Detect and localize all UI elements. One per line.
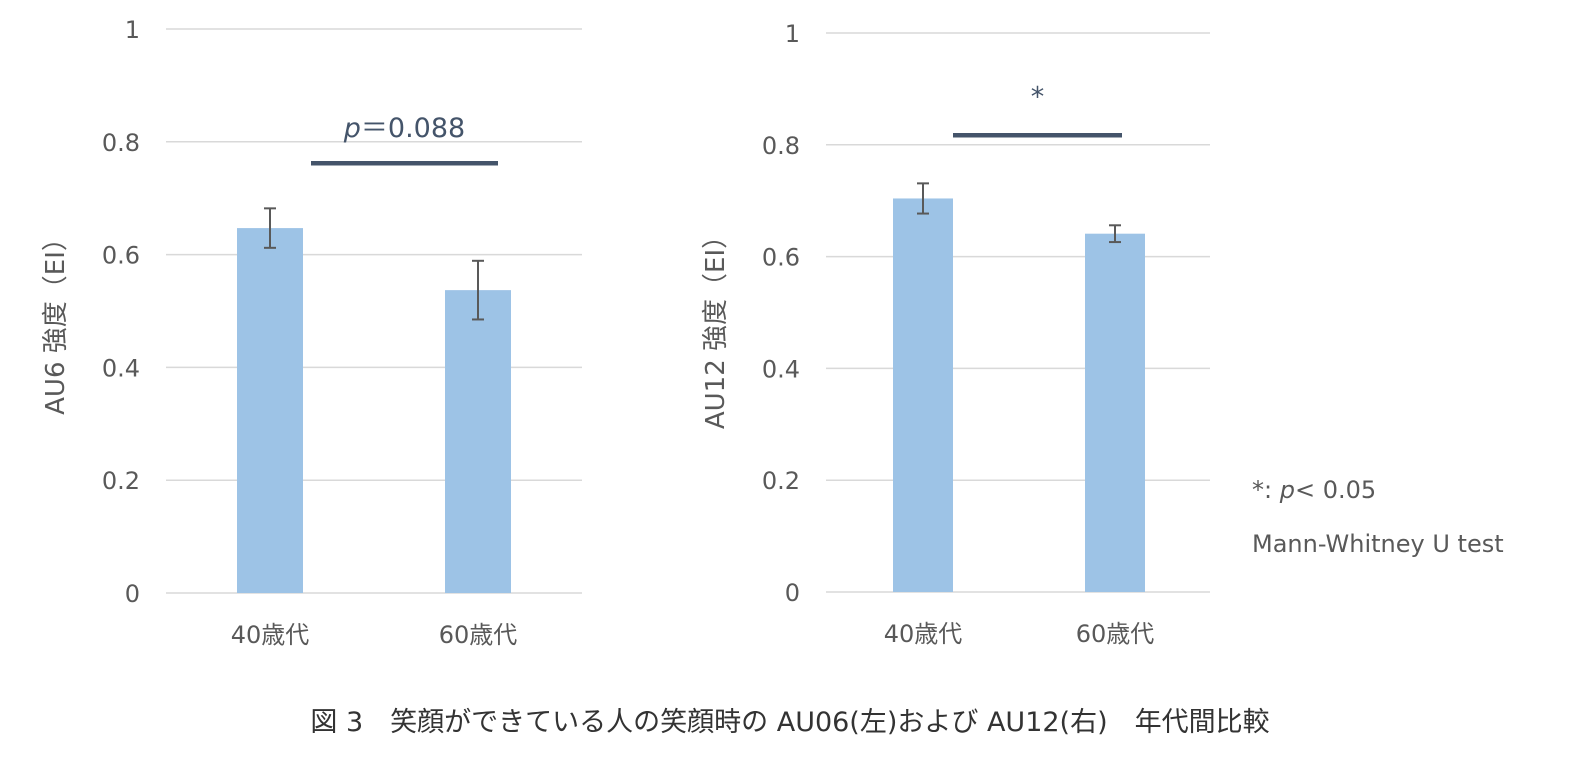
sig-p: p [1279,476,1295,504]
y-axis-label: AU12 強度（EI） [701,223,731,429]
significance-value: * [1031,81,1045,112]
y-tick-label: 0.8 [102,129,140,157]
significance-label: p＝0.088 [343,113,465,144]
x-tick-label: 40歳代 [884,620,963,648]
significance-legend: *: p< 0.05 [1252,476,1376,504]
x-tick-label: 60歳代 [439,621,518,649]
x-tick-label: 60歳代 [1076,620,1155,648]
p-symbol: p [343,113,361,144]
y-axis-label: AU6 強度（EI） [41,225,71,415]
chart-au6: 0 0.2 0.4 0.6 0.8 1 AU6 強度（EI） 40歳代 60歳代 p＝0.088 [41,16,582,649]
chart-au12: 0 0.2 0.4 0.6 0.8 1 AU12 強度（EI） 40歳代 60歳代 * [701,20,1210,648]
y-tick-label: 0 [785,579,800,607]
y-tick-label: 0.4 [102,354,140,382]
y-tick-label: 0.2 [102,467,140,495]
y-tick-label: 1 [125,16,140,44]
figure-caption: 図 3 笑顔ができている人の笑顔時の AU06(左)および AU12(右) 年代… [310,707,1270,738]
y-tick-label: 0.6 [102,242,140,270]
y-tick-label: 1 [785,20,800,48]
bar [1085,233,1145,592]
y-tick-label: 0 [125,580,140,608]
significance-value: ＝0.088 [361,113,465,144]
y-tick-label: 0.2 [762,467,800,495]
y-tick-label: 0.4 [762,355,800,383]
y-tick-label: 0.8 [762,132,800,160]
bar [445,290,511,593]
sig-symbol: *: [1252,476,1280,504]
significance-label: * [1031,81,1045,112]
y-tick-label: 0.6 [762,244,800,272]
test-name: Mann-Whitney U test [1252,530,1504,558]
bar [893,198,953,593]
sig-threshold: < 0.05 [1294,476,1377,504]
bar [237,228,303,594]
x-tick-label: 40歳代 [231,621,310,649]
